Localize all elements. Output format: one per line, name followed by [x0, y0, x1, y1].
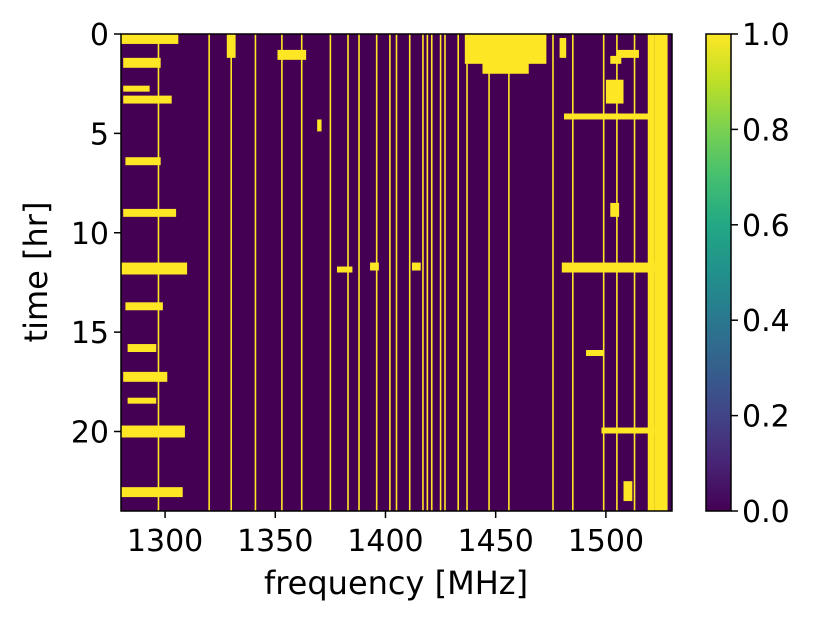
colorbar: 0.0 0.2 0.4 0.6 0.8 1.0 — [705, 18, 790, 530]
flagged-channel-22 — [552, 34, 554, 511]
flagged-block-18 — [411, 262, 421, 271]
flagged-block-17 — [370, 262, 379, 271]
flagged-channel-1 — [208, 34, 210, 511]
y-axis: 0 5 10 15 20 — [71, 18, 121, 451]
flagged-block-1 — [123, 57, 161, 68]
y-tick-label-0: 0 — [90, 18, 109, 53]
x-axis: 1300 1350 1400 1450 1500 — [127, 511, 644, 559]
flagged-block-16 — [336, 266, 353, 273]
flagged-block-5 — [123, 208, 177, 217]
flagged-channel-5 — [300, 34, 303, 511]
y-axis-label: time [hr] — [17, 202, 55, 343]
heatmap-plot-area — [120, 33, 673, 512]
x-tick-label-4: 1500 — [568, 524, 644, 559]
flagged-channel-11 — [395, 34, 398, 511]
flagged-block-21 — [559, 37, 567, 58]
flagged-channel-18 — [457, 34, 460, 511]
x-tick-label-1: 1350 — [237, 524, 313, 559]
flagged-block-2 — [123, 85, 150, 92]
flagged-channel-20 — [488, 34, 490, 511]
y-tick-label-1: 5 — [90, 117, 109, 152]
flagged-block-4 — [125, 157, 161, 166]
flagged-block-22 — [564, 113, 653, 120]
x-tick-label-0: 1300 — [127, 524, 203, 559]
colorbar-tick-label-4: 0.8 — [742, 113, 790, 148]
flagged-block-26 — [610, 55, 622, 64]
flagged-channel-15 — [430, 34, 433, 511]
flagged-channel-6 — [329, 34, 332, 511]
flagged-block-11 — [121, 425, 185, 438]
flagged-block-7 — [125, 302, 163, 311]
flagged-block-3 — [123, 95, 172, 104]
flagged-channel-4 — [281, 34, 283, 511]
flagged-channel-17 — [444, 34, 446, 511]
flagged-channel-2 — [230, 34, 232, 511]
flagged-channel-16 — [439, 34, 442, 511]
flagged-block-28 — [616, 49, 639, 58]
colorbar-tick-label-1: 0.2 — [742, 400, 790, 435]
flagged-block-15 — [317, 119, 322, 132]
x-axis-label: frequency [MHz] — [264, 564, 528, 602]
colorbar-tick-label-5: 1.0 — [742, 18, 790, 53]
flagged-channel-14 — [426, 34, 429, 511]
heatmap-flagged-cells — [121, 34, 668, 511]
flagged-channel-9 — [375, 34, 378, 511]
flagged-channel-3 — [254, 34, 257, 511]
flagged-block-0 — [121, 34, 179, 44]
y-tick-label-3: 15 — [71, 316, 109, 351]
y-tick-label-4: 20 — [71, 416, 109, 451]
colorbar-tick-label-2: 0.4 — [742, 304, 790, 339]
flagged-block-24 — [586, 350, 604, 356]
flagged-channel-19 — [466, 34, 468, 511]
flagged-block-30 — [610, 202, 620, 217]
flagged-block-23 — [561, 262, 655, 273]
flagged-block-12 — [121, 487, 183, 498]
colorbar-gradient — [705, 33, 732, 512]
flagged-block-19 — [464, 34, 547, 64]
flagged-block-9 — [123, 371, 168, 382]
flagged-channel-12 — [408, 34, 411, 511]
plot-frame — [120, 33, 673, 512]
flagged-channel-21 — [508, 34, 510, 511]
flagged-block-27 — [605, 79, 624, 104]
flagged-block-8 — [127, 344, 157, 352]
flagged-channel-8 — [358, 34, 360, 511]
colorbar-tick-label-0: 0.0 — [742, 495, 790, 530]
y-tick-label-2: 10 — [71, 217, 109, 252]
flagged-block-13 — [226, 34, 236, 58]
flagged-block-6 — [121, 262, 188, 275]
flagged-block-10 — [127, 397, 157, 404]
flagged-band — [654, 34, 668, 511]
flagged-block-29 — [623, 481, 633, 502]
x-tick-label-2: 1400 — [347, 524, 423, 559]
flagged-block-20 — [482, 61, 529, 74]
colorbar-tick-label-3: 0.6 — [742, 209, 790, 244]
flagged-block-14 — [277, 49, 307, 60]
x-tick-label-3: 1450 — [458, 524, 534, 559]
flagged-block-25 — [601, 427, 655, 434]
colorbar-ticks: 0.0 0.2 0.4 0.6 0.8 1.0 — [731, 18, 790, 530]
flagged-block-31 — [647, 34, 655, 511]
flagged-channel-13 — [422, 34, 424, 511]
flagged-channel-10 — [389, 34, 391, 511]
